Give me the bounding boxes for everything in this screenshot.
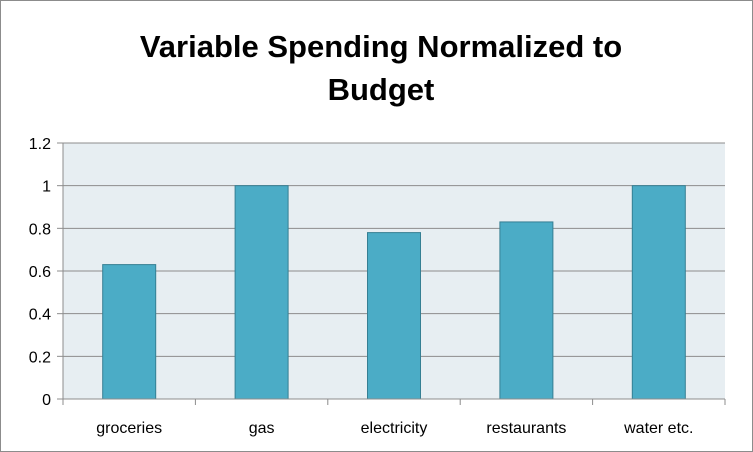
y-tick-label: 0.6 — [29, 264, 51, 281]
x-category-label: groceries — [96, 420, 162, 437]
y-tick-label: 0.2 — [29, 349, 51, 366]
axes — [57, 142, 726, 405]
gridlines — [63, 142, 725, 357]
x-category-label: restaurants — [486, 420, 566, 437]
x-category-label: water etc. — [623, 420, 693, 437]
bar-restaurants — [499, 221, 554, 400]
chart-title: Variable Spending Normalized to Budget — [139, 29, 623, 107]
y-tick-label: 0.8 — [29, 221, 51, 238]
x-category-label: electricity — [361, 420, 428, 437]
y-tick-label: 1.2 — [29, 136, 51, 153]
bar-groceries — [102, 264, 157, 400]
bar-gas — [234, 185, 289, 400]
bar-water-etc — [631, 185, 686, 400]
y-tick-label: 0.4 — [29, 307, 51, 324]
y-tick-label: 0 — [42, 392, 51, 409]
labels: 0 0.2 0.4 0.6 0.8 1 1.2 groceries gas electricity… — [29, 136, 694, 437]
bar-electricity — [367, 232, 421, 400]
y-tick-label: 1 — [42, 179, 51, 196]
bars — [102, 185, 686, 400]
x-category-label: gas — [249, 420, 275, 437]
